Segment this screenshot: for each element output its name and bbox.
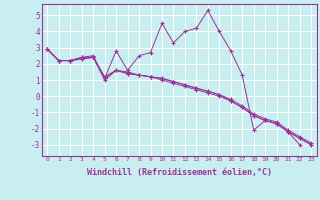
X-axis label: Windchill (Refroidissement éolien,°C): Windchill (Refroidissement éolien,°C) xyxy=(87,168,272,177)
